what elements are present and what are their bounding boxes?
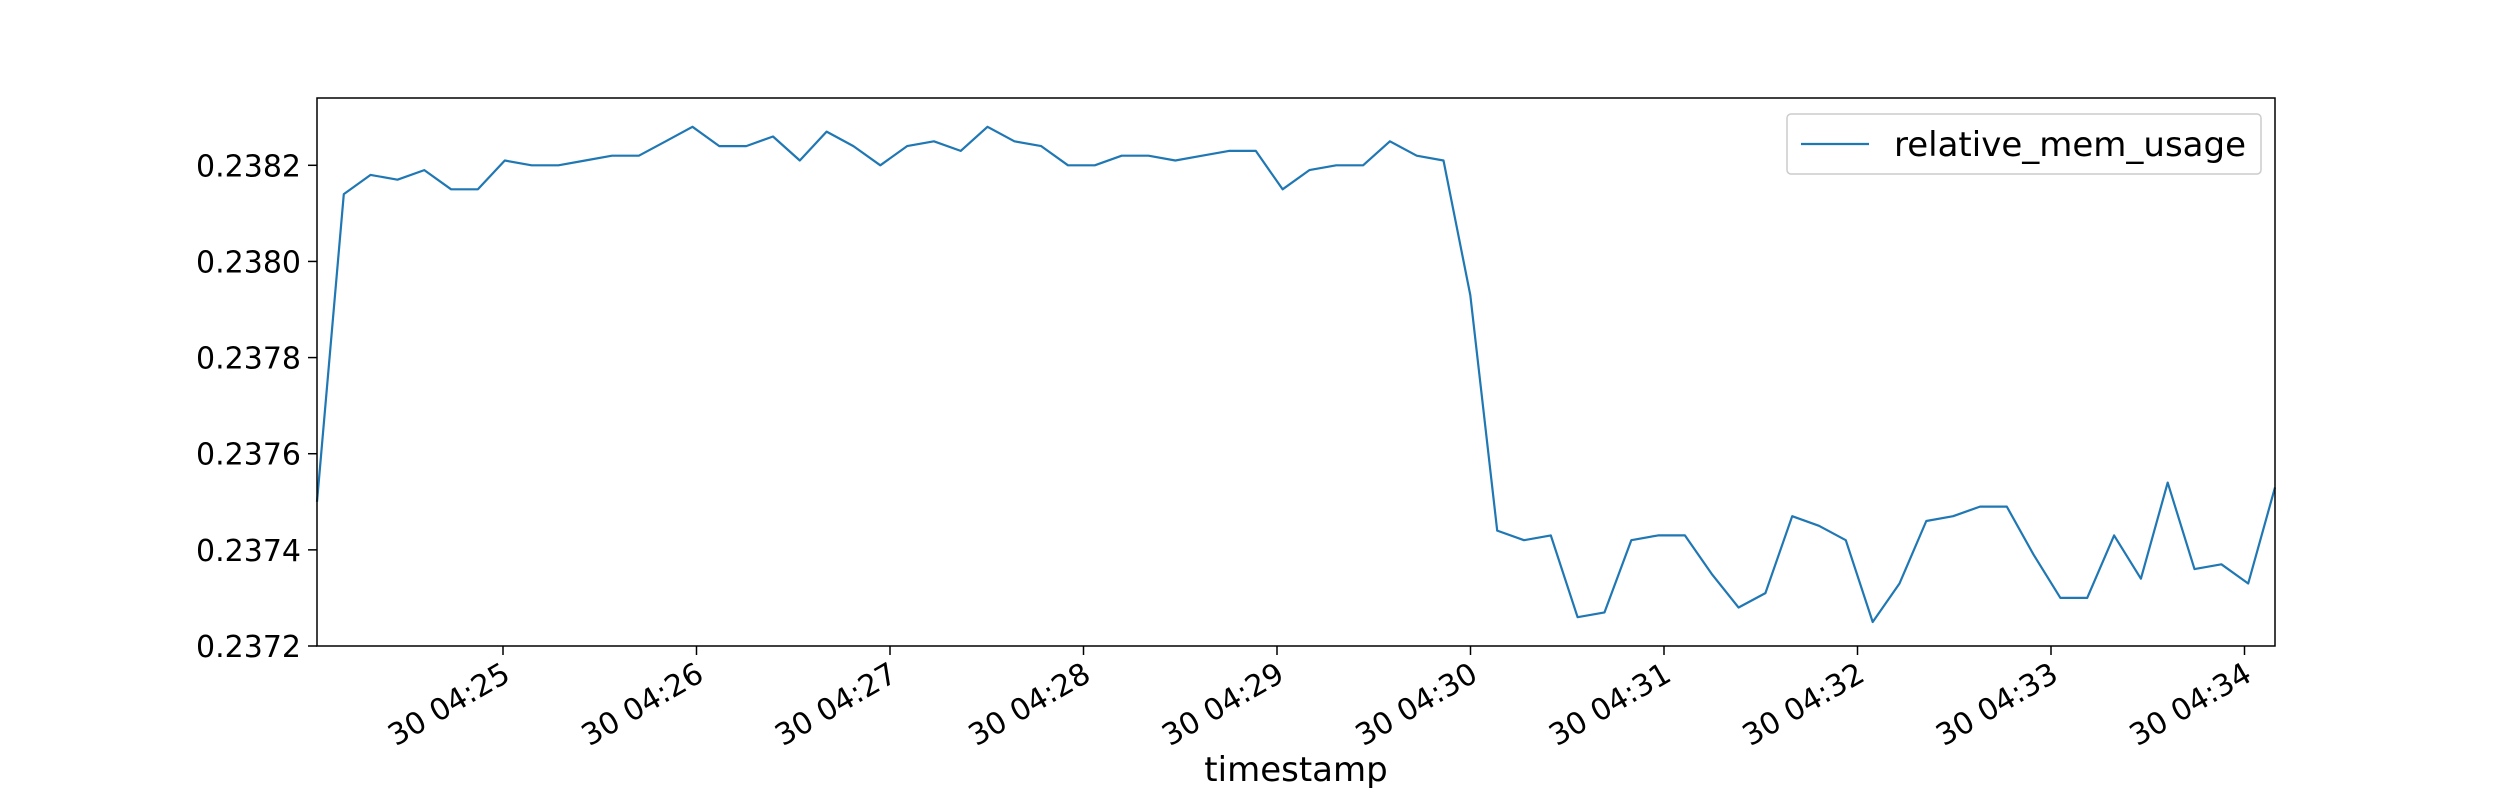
plot-frame <box>316 97 2276 647</box>
y-tick-label: 0.2382 <box>196 149 301 184</box>
series-line <box>315 125 2277 624</box>
x-axis: 30 04:25 30 04:26 30 04:27 30 04:28 30 04:29… <box>382 646 2258 754</box>
legend-label: relative_mem_usage <box>1894 125 2246 165</box>
y-tick-label: 0.2372 <box>196 630 301 665</box>
y-axis: 0.2372 0.2374 0.2376 0.2378 0.2380 0.2382 <box>196 149 317 665</box>
x-tick-label: 30 04:33 <box>1930 656 2064 753</box>
x-tick-label: 30 04:25 <box>382 656 516 753</box>
x-tick-label: 30 04:31 <box>1543 656 1677 753</box>
x-tick-label: 30 04:29 <box>1156 656 1290 753</box>
x-tick-label: 30 04:34 <box>2124 656 2258 753</box>
legend: relative_mem_usage <box>1786 113 2262 175</box>
legend-box <box>1786 113 2262 175</box>
series-layer <box>315 125 2277 624</box>
x-tick-label: 30 04:32 <box>1737 656 1871 753</box>
x-axis-title: timestamp <box>1204 750 1387 790</box>
x-tick-label: 30 04:30 <box>1350 656 1484 753</box>
x-tick-label: 30 04:27 <box>769 656 903 753</box>
y-tick-label: 0.2376 <box>196 438 301 473</box>
x-tick-label: 30 04:28 <box>963 656 1097 753</box>
y-tick-label: 0.2374 <box>196 534 301 569</box>
y-tick-label: 0.2380 <box>196 245 301 280</box>
x-tick-label: 30 04:26 <box>576 656 710 753</box>
y-tick-label: 0.2378 <box>196 342 301 377</box>
plot-area <box>317 98 2275 646</box>
